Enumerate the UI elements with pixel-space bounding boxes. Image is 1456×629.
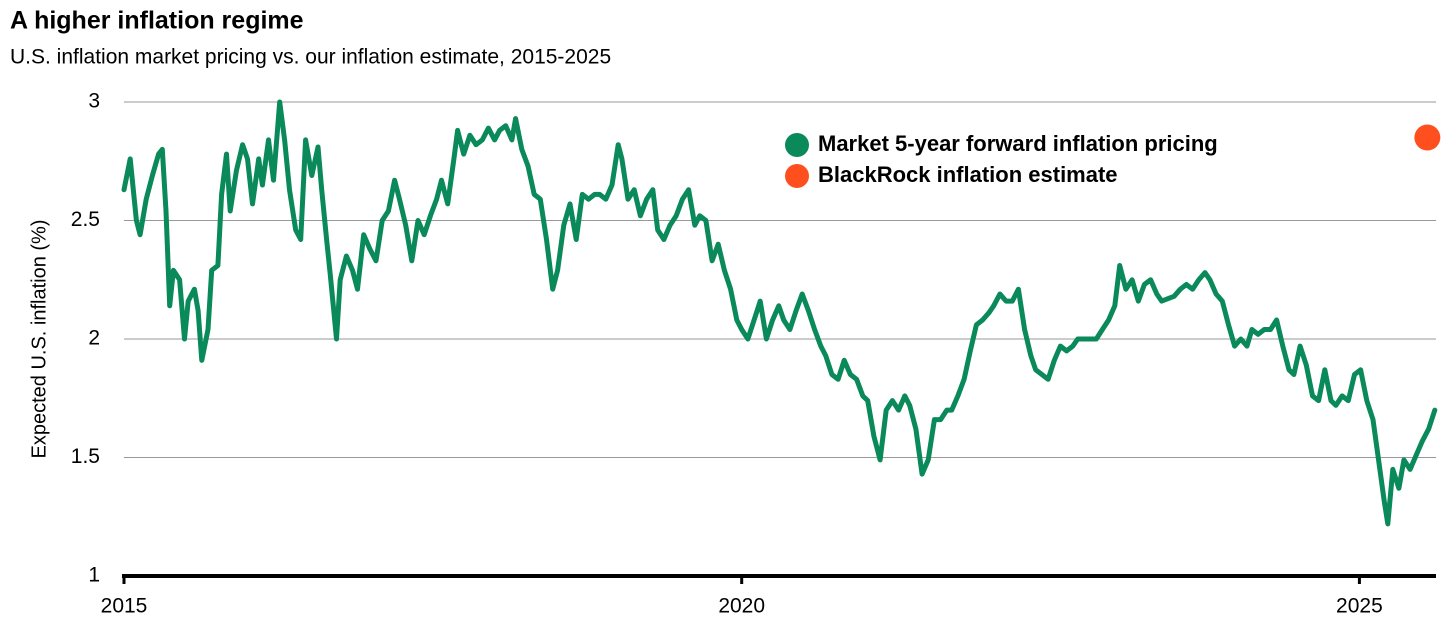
legend-label: Market 5-year forward inflation pricing <box>818 131 1218 156</box>
legend-swatch <box>785 164 809 188</box>
estimate-dot <box>1414 124 1441 151</box>
series-line <box>121 99 1438 527</box>
y-tick-label: 2 <box>88 327 100 350</box>
x-tick-label: 2015 <box>101 595 148 618</box>
y-tick-label: 1.5 <box>71 445 100 468</box>
x-tick-label: 2025 <box>1336 595 1383 618</box>
y-tick-label: 1 <box>88 564 100 587</box>
legend-label: BlackRock inflation estimate <box>818 162 1118 187</box>
y-tick-label: 2.5 <box>71 208 100 231</box>
legend-swatch <box>785 133 809 157</box>
chart-subtitle: U.S. inflation market pricing vs. our in… <box>10 46 611 69</box>
x-tick-label: 2020 <box>718 595 765 618</box>
chart-title: A higher inflation regime <box>10 7 304 35</box>
y-axis-label: Expected U.S. inflation (%) <box>28 220 50 459</box>
y-tick-label: 3 <box>88 90 100 113</box>
